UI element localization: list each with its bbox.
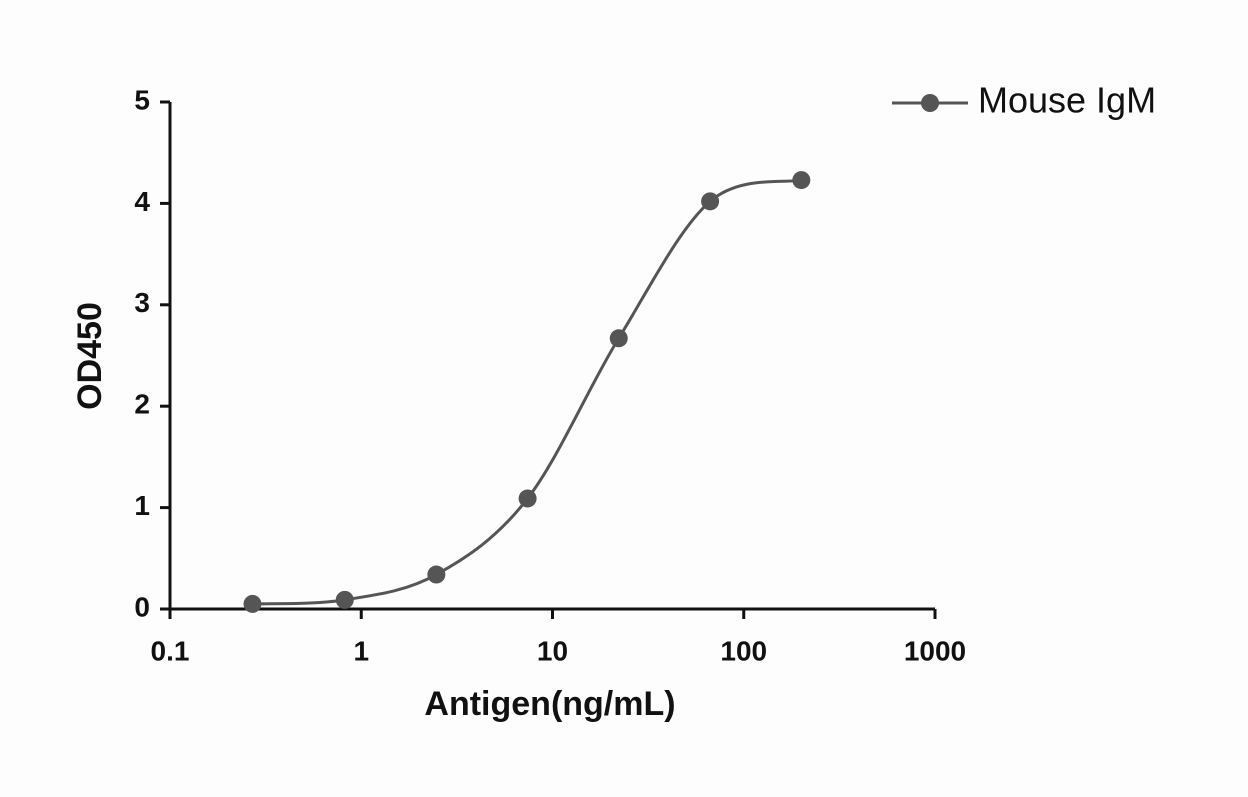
y-tick-label: 3 (134, 287, 150, 318)
legend-marker (921, 94, 939, 112)
data-point (701, 192, 720, 211)
data-point (518, 489, 537, 508)
x-axis-title: Antigen(ng/mL) (424, 685, 675, 723)
data-point (609, 329, 628, 348)
data-point (427, 565, 446, 584)
data-point (335, 590, 354, 609)
x-tick-label: 1000 (904, 635, 966, 666)
y-tick-label: 0 (134, 591, 150, 622)
data-point (243, 594, 262, 613)
y-tick-label: 4 (134, 186, 150, 217)
y-axis-title: OD450 (71, 302, 109, 410)
y-tick-label: 5 (134, 84, 150, 115)
x-tick-label: 100 (720, 635, 767, 666)
x-tick-label: 0.1 (151, 635, 190, 666)
series-line (252, 178, 802, 606)
x-tick-label: 1 (353, 635, 369, 666)
legend-label: Mouse IgM (978, 80, 1156, 121)
data-point (792, 171, 811, 190)
y-tick-label: 2 (134, 389, 150, 420)
y-tick-label: 1 (134, 490, 150, 521)
x-tick-label: 10 (537, 635, 568, 666)
